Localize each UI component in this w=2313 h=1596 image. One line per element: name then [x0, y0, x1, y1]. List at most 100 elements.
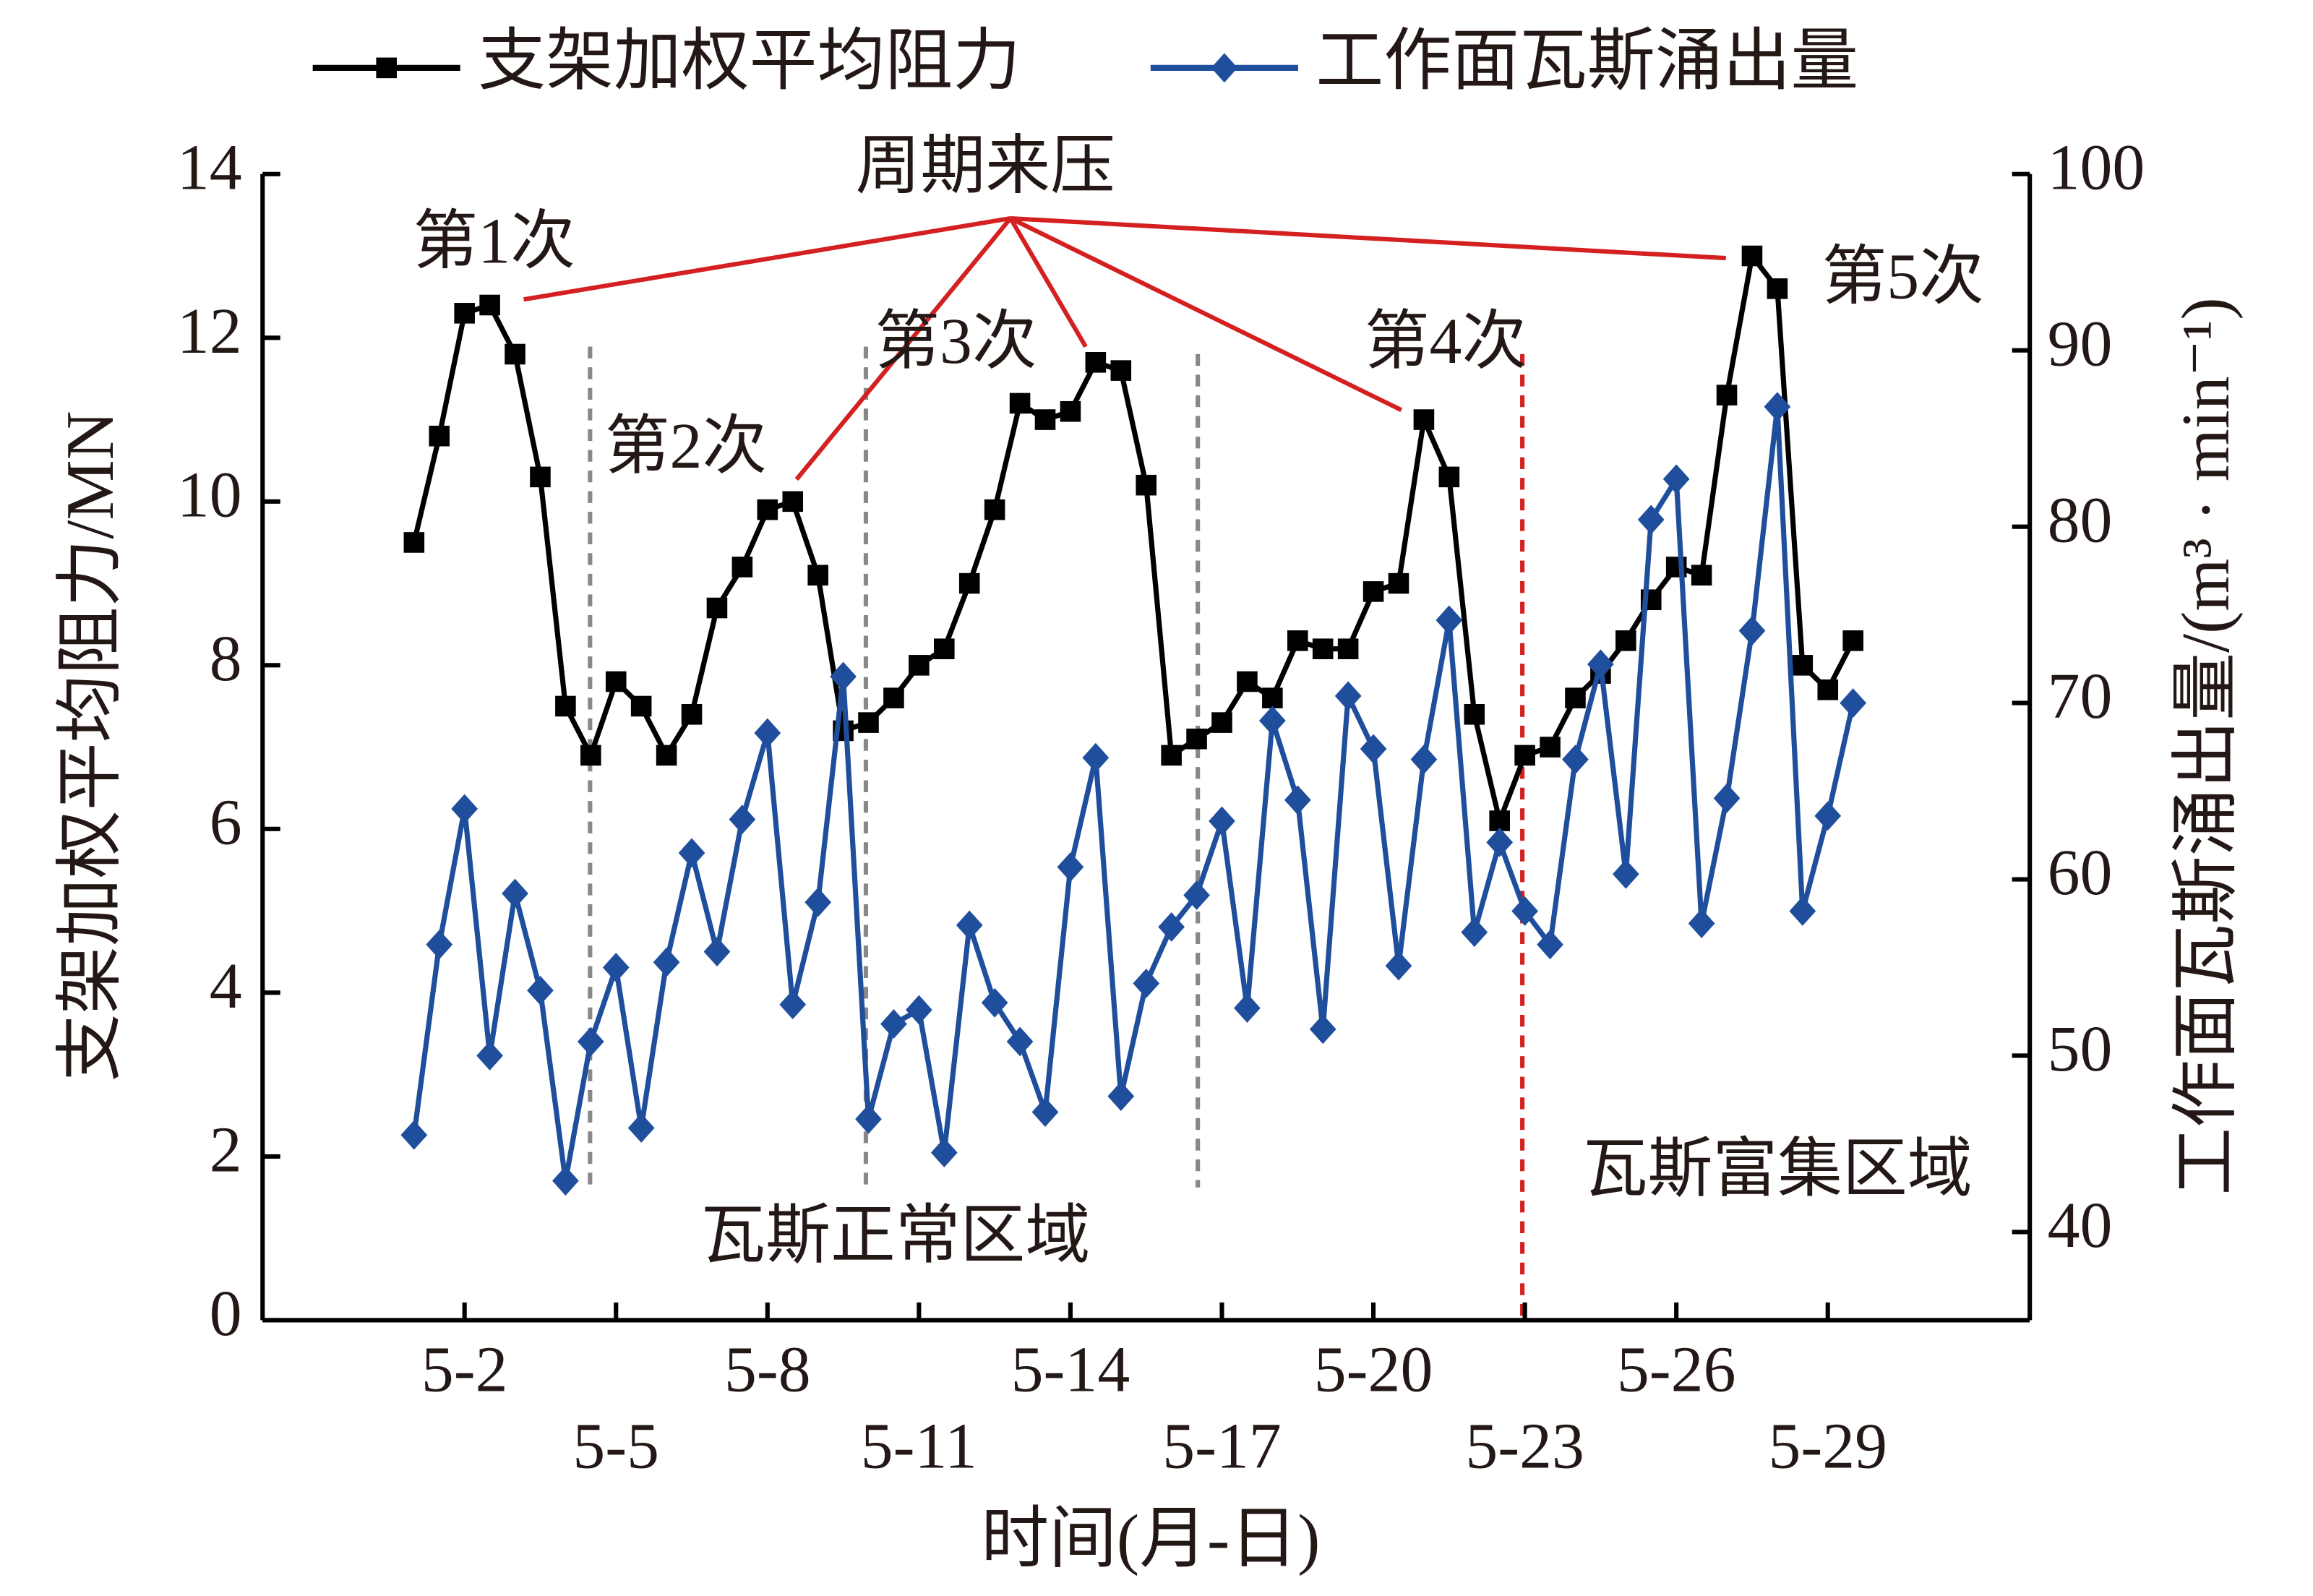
y-tick-label: 2: [210, 1114, 242, 1185]
data-point: [1814, 801, 1842, 831]
data-point: [731, 557, 753, 578]
data-point: [754, 718, 781, 748]
data-point: [1234, 993, 1261, 1024]
y2-tick-label: 70: [2048, 661, 2113, 732]
data-point: [605, 671, 627, 692]
data-point: [681, 704, 703, 725]
data-point: [934, 638, 955, 659]
annotation: 第1次: [413, 205, 575, 277]
data-point: [1107, 1081, 1135, 1112]
data-point: [1034, 409, 1056, 430]
series-line: [411, 406, 1856, 1182]
data-point: [1057, 852, 1084, 882]
data-point: [1540, 737, 1561, 758]
data-point: [1637, 505, 1665, 535]
data-point: [1410, 745, 1438, 775]
data-point: [1738, 616, 1766, 646]
data-point: [1284, 785, 1311, 815]
data-point: [1413, 409, 1435, 430]
data-point: [403, 532, 425, 553]
data-point: [1211, 712, 1232, 733]
data-point: [930, 1138, 958, 1168]
x-tick-label: 5-26: [1617, 1334, 1736, 1406]
legend-marker: [1211, 53, 1238, 83]
data-point: [1615, 630, 1636, 651]
data-point: [1436, 605, 1463, 635]
x-tick-label: 5-11: [861, 1411, 977, 1483]
data-point: [706, 597, 728, 619]
data-point: [906, 995, 932, 1025]
data-point: [630, 695, 652, 717]
data-point: [1461, 917, 1488, 948]
y-tick-label: 12: [177, 296, 242, 367]
data-point: [909, 655, 930, 676]
data-point: [1360, 734, 1387, 764]
annotation: 瓦斯正常区域: [700, 1200, 1090, 1271]
annotation: 瓦斯富集区域: [1583, 1133, 1973, 1205]
data-point: [1237, 671, 1258, 692]
data-point: [1209, 806, 1235, 836]
x-tick-label: 5-5: [572, 1411, 659, 1483]
pointer: [794, 217, 1013, 481]
data-point: [1337, 638, 1359, 659]
data-point: [1716, 385, 1738, 406]
data-point: [527, 975, 554, 1005]
data-point: [1133, 969, 1160, 998]
data-point: [1385, 951, 1412, 981]
data-point: [1186, 728, 1207, 750]
y2-axis-title: 工作面瓦斯涌出量/(m³ · min⁻¹): [2168, 297, 2244, 1195]
y2-tick-label: 90: [2048, 308, 2113, 379]
data-point: [1009, 392, 1031, 414]
data-point: [779, 990, 807, 1020]
data-point: [1767, 278, 1788, 299]
data-point: [400, 1120, 428, 1150]
data-point: [555, 695, 576, 717]
data-point: [1085, 352, 1107, 373]
data-point: [782, 491, 804, 512]
data-point: [479, 294, 500, 316]
data-point: [1713, 783, 1741, 813]
y2-tick-label: 100: [2048, 132, 2145, 203]
y-tick-label: 0: [210, 1278, 242, 1350]
data-point: [580, 745, 601, 766]
data-point: [1464, 704, 1485, 725]
annotation: 第3次: [875, 306, 1037, 377]
x-tick-label: 5-8: [724, 1334, 811, 1406]
data-point: [1158, 912, 1185, 942]
data-point: [1792, 655, 1814, 676]
pointer: [1010, 215, 1726, 261]
y-tick-label: 6: [210, 786, 242, 858]
y-axis-title: 支架加权平均阻力/MN: [53, 411, 128, 1081]
data-point: [984, 499, 1005, 520]
data-point: [426, 930, 453, 960]
data-point: [1262, 687, 1283, 708]
legend-label: 工作面瓦斯涌出量: [1316, 23, 1858, 98]
data-point: [1537, 930, 1563, 960]
pointer-lines: [523, 215, 1726, 481]
data-point: [678, 838, 705, 868]
data-point: [1082, 742, 1110, 773]
data-point: [855, 1104, 882, 1134]
data-point: [703, 937, 731, 966]
data-point: [1110, 360, 1132, 381]
y2-tick-label: 60: [2048, 837, 2113, 909]
data-point: [1006, 1026, 1034, 1057]
data-point: [1438, 466, 1460, 488]
data-point: [1309, 1014, 1336, 1044]
data-point: [1565, 687, 1586, 708]
data-point: [1817, 679, 1839, 700]
data-point: [858, 712, 879, 733]
data-point: [1183, 880, 1210, 910]
data-point: [454, 303, 475, 324]
data-point: [1363, 581, 1384, 602]
data-point: [757, 499, 778, 520]
x-tick-label: 5-29: [1768, 1411, 1887, 1483]
y-tick-label: 4: [210, 951, 242, 1022]
data-point: [1388, 572, 1409, 594]
data-point: [602, 953, 630, 982]
x-tick-label: 5-2: [421, 1334, 508, 1406]
x-axis-title: 时间(月-日): [981, 1501, 1320, 1576]
data-point: [505, 343, 525, 365]
legend-marker: [376, 57, 397, 79]
y-tick-label: 14: [177, 132, 242, 203]
